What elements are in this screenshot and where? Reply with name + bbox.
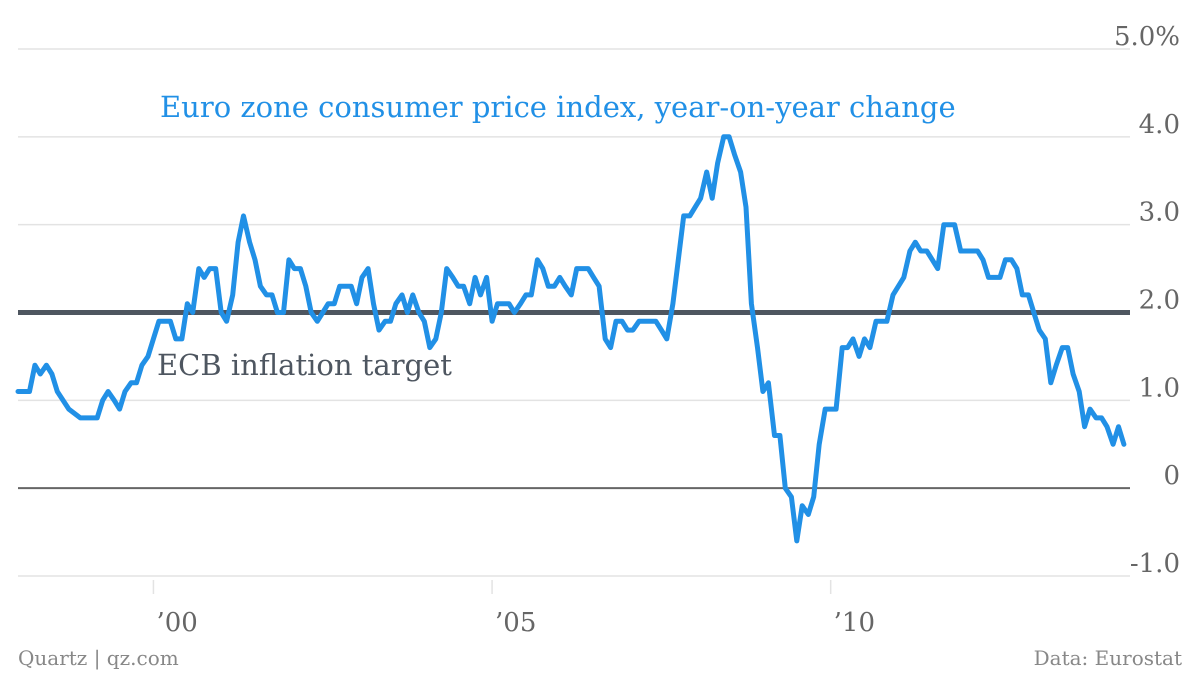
cpi-series-line [15,134,1127,544]
x-tick-label: ’05 [495,608,536,638]
chart-title: Euro zone consumer price index, year-on-… [160,90,956,124]
target-annotation: ECB inflation target [157,348,452,382]
y-tick-label: 1.0 [1139,373,1180,403]
y-tick-label: 3.0 [1139,198,1180,228]
series-group [15,134,1127,544]
y-axis-tick-labels: 5.0% 4.0 3.0 2.0 1.0 0 -1.0 [1114,22,1180,579]
x-axis-ticks: ’00 ’05 ’10 [152,580,875,638]
data-source: Data: Eurostat [1033,646,1182,670]
x-tick-label: ’10 [834,608,875,638]
y-tick-label: 2.0 [1139,286,1180,316]
y-tick-label: 5.0% [1114,22,1180,52]
y-tick-label: 4.0 [1139,110,1180,140]
y-tick-label: -1.0 [1130,549,1180,579]
source-credit: Quartz | qz.com [18,646,179,670]
y-tick-label: 0 [1163,461,1180,491]
x-tick-label: ’00 [156,608,197,638]
